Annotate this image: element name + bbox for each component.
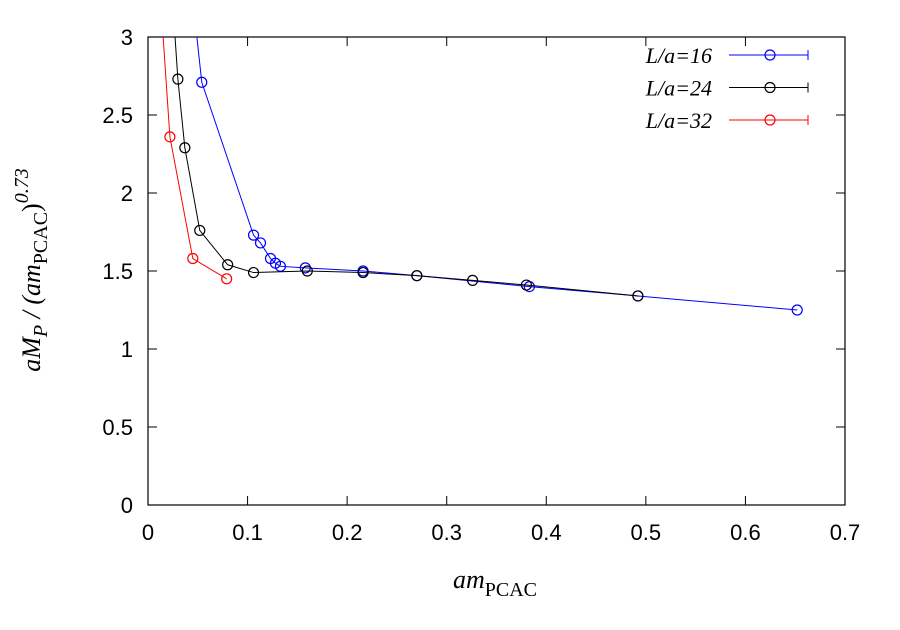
- data-point: [301, 265, 313, 277]
- legend-marker: [764, 114, 776, 126]
- y-tick-label: 2.5: [102, 103, 133, 128]
- series-line: [174, 37, 638, 297]
- data-point: [247, 229, 260, 241]
- data-point: [172, 73, 184, 85]
- data-point: [411, 270, 423, 282]
- x-tick-label: 0.5: [631, 520, 662, 545]
- y-tick-label: 0: [121, 493, 133, 518]
- y-tick-label: 0.5: [102, 415, 133, 440]
- data-point: [299, 262, 311, 274]
- x-tick-label: 0.2: [332, 520, 363, 545]
- legend-label: L/a=32: [645, 108, 712, 133]
- y-label-part: / (am: [17, 264, 46, 325]
- data-point: [221, 273, 233, 285]
- data-point: [164, 131, 176, 143]
- y-tick-label: 1: [121, 337, 133, 362]
- y-tick-label: 3: [121, 25, 133, 50]
- x-label-part: PCAC: [485, 579, 537, 601]
- x-tick-label: 0.4: [531, 520, 562, 545]
- y-axis-label: aMP / (amPCAC)0.73: [11, 168, 52, 371]
- y-label-part: PCAC: [30, 212, 52, 264]
- x-tick-label: 0: [142, 520, 154, 545]
- data-point: [179, 142, 191, 154]
- series-line: [162, 37, 227, 280]
- data-point: [196, 76, 208, 88]
- data-point: [222, 259, 234, 271]
- data-point: [632, 290, 644, 302]
- data-point: [520, 279, 532, 291]
- data-point: [194, 224, 206, 237]
- x-axis-label: amPCAC: [453, 565, 537, 601]
- legend-label: L/a=16: [645, 43, 712, 68]
- plot-area: [162, 37, 803, 316]
- data-point: [247, 266, 260, 279]
- data-point: [254, 237, 267, 249]
- data-point: [357, 266, 369, 279]
- y-label-part: 0.73: [11, 168, 33, 203]
- data-point: [791, 304, 803, 316]
- x-tick-label: 0.6: [730, 520, 761, 545]
- legend-marker: [764, 49, 776, 61]
- y-label-part: ): [17, 203, 46, 212]
- y-tick-label: 1.5: [102, 259, 133, 284]
- plot-frame: [147, 36, 846, 506]
- x-label-part: am: [453, 565, 485, 594]
- data-point: [467, 274, 479, 286]
- series-line: [196, 37, 798, 311]
- x-tick-label: 0.3: [431, 520, 462, 545]
- x-tick-label: 0.7: [830, 520, 861, 545]
- legend-marker: [764, 81, 776, 94]
- x-tick-label: 0.1: [232, 520, 263, 545]
- legend-label: L/a=24: [645, 76, 712, 101]
- y-label-part: P: [30, 325, 52, 338]
- y-label-part: aM: [17, 336, 46, 372]
- data-point: [187, 252, 199, 265]
- y-tick-label: 2: [121, 181, 133, 206]
